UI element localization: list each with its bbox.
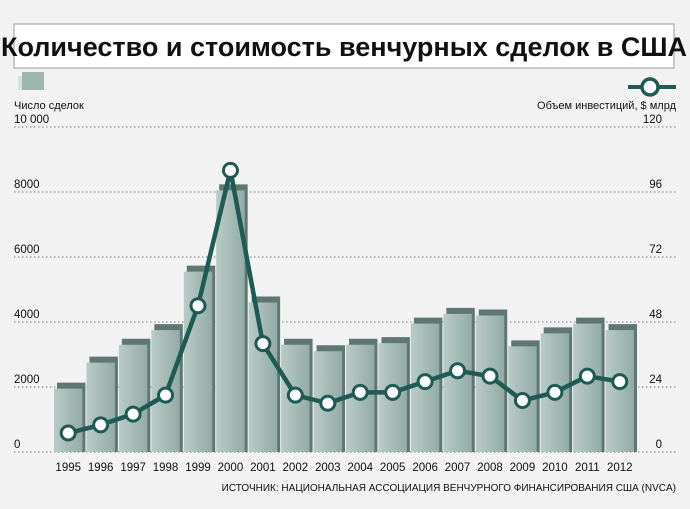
x-tick-label: 2004 bbox=[347, 462, 373, 474]
bar bbox=[54, 382, 86, 452]
x-tick-label: 1999 bbox=[185, 462, 211, 474]
right-tick-label: 96 bbox=[649, 179, 662, 191]
bar-face bbox=[605, 330, 634, 452]
right-tick-label: 48 bbox=[649, 309, 662, 321]
left-tick-label: 4000 bbox=[14, 309, 40, 321]
x-tick-label: 1998 bbox=[153, 462, 179, 474]
investment-point bbox=[157, 386, 175, 404]
title-box bbox=[13, 23, 675, 69]
investment-point bbox=[254, 335, 272, 353]
investment-point bbox=[286, 386, 304, 404]
x-tick-label: 2002 bbox=[283, 462, 309, 474]
x-tick-label: 2008 bbox=[477, 462, 503, 474]
source-note: ИСТОЧНИК: НАЦИОНАЛЬНАЯ АССОЦИАЦИЯ ВЕНЧУР… bbox=[222, 483, 676, 494]
bar-face bbox=[248, 302, 278, 452]
investment-point bbox=[546, 383, 564, 401]
bar-legend-icon bbox=[18, 72, 44, 90]
x-tick-label: 2000 bbox=[218, 462, 244, 474]
x-tick-label: 2005 bbox=[380, 462, 406, 474]
investment-point bbox=[578, 367, 596, 385]
bar-face bbox=[118, 344, 148, 452]
investment-point bbox=[416, 373, 434, 391]
investment-point bbox=[319, 394, 337, 412]
right-tick-label: 24 bbox=[649, 374, 662, 386]
left-tick-label: 10 000 bbox=[14, 114, 49, 126]
right-tick-label: 72 bbox=[649, 244, 662, 256]
left-tick-label: 0 bbox=[14, 439, 20, 451]
investment-point bbox=[351, 383, 369, 401]
investment-point bbox=[221, 161, 239, 179]
x-tick-label: 1996 bbox=[88, 462, 114, 474]
investment-point bbox=[189, 297, 207, 315]
investment-point bbox=[481, 367, 499, 385]
bar-face bbox=[216, 190, 245, 452]
bar bbox=[248, 296, 281, 452]
bar-face bbox=[573, 323, 602, 452]
bar bbox=[573, 317, 605, 452]
x-tick-label: 2007 bbox=[445, 462, 471, 474]
left-axis-label: Число сделок bbox=[14, 100, 84, 112]
bar bbox=[86, 356, 118, 452]
bar bbox=[443, 307, 475, 452]
left-tick-label: 6000 bbox=[14, 244, 40, 256]
left-tick-label: 2000 bbox=[14, 374, 40, 386]
x-tick-label: 2003 bbox=[315, 462, 341, 474]
x-tick-label: 2012 bbox=[607, 462, 633, 474]
investment-point bbox=[513, 392, 531, 410]
investment-point bbox=[611, 373, 629, 391]
x-tick-label: 1997 bbox=[120, 462, 146, 474]
x-tick-label: 2009 bbox=[510, 462, 536, 474]
bar bbox=[118, 338, 151, 452]
line-legend-icon bbox=[628, 77, 676, 97]
investment-point bbox=[124, 405, 142, 423]
right-tick-label: 0 bbox=[656, 439, 662, 451]
bar-face bbox=[86, 362, 115, 452]
bar bbox=[216, 184, 248, 452]
investment-point bbox=[92, 416, 110, 434]
x-tick-label: 2010 bbox=[542, 462, 568, 474]
x-tick-label: 2006 bbox=[412, 462, 438, 474]
right-axis-label: Объем инвестиций, $ млрд bbox=[537, 100, 677, 112]
x-tick-label: 1995 bbox=[55, 462, 81, 474]
investment-point bbox=[59, 424, 77, 442]
left-tick-label: 8000 bbox=[14, 179, 40, 191]
investment-point bbox=[449, 362, 467, 380]
bar-face bbox=[54, 388, 83, 452]
x-tick-label: 2011 bbox=[575, 462, 600, 474]
x-tick-label: 2001 bbox=[250, 462, 276, 474]
bar-face bbox=[443, 313, 472, 452]
chart-title: Количество и стоимость венчурных сделок … bbox=[1, 32, 687, 62]
right-tick-label: 120 bbox=[643, 114, 662, 126]
investment-point bbox=[384, 383, 402, 401]
